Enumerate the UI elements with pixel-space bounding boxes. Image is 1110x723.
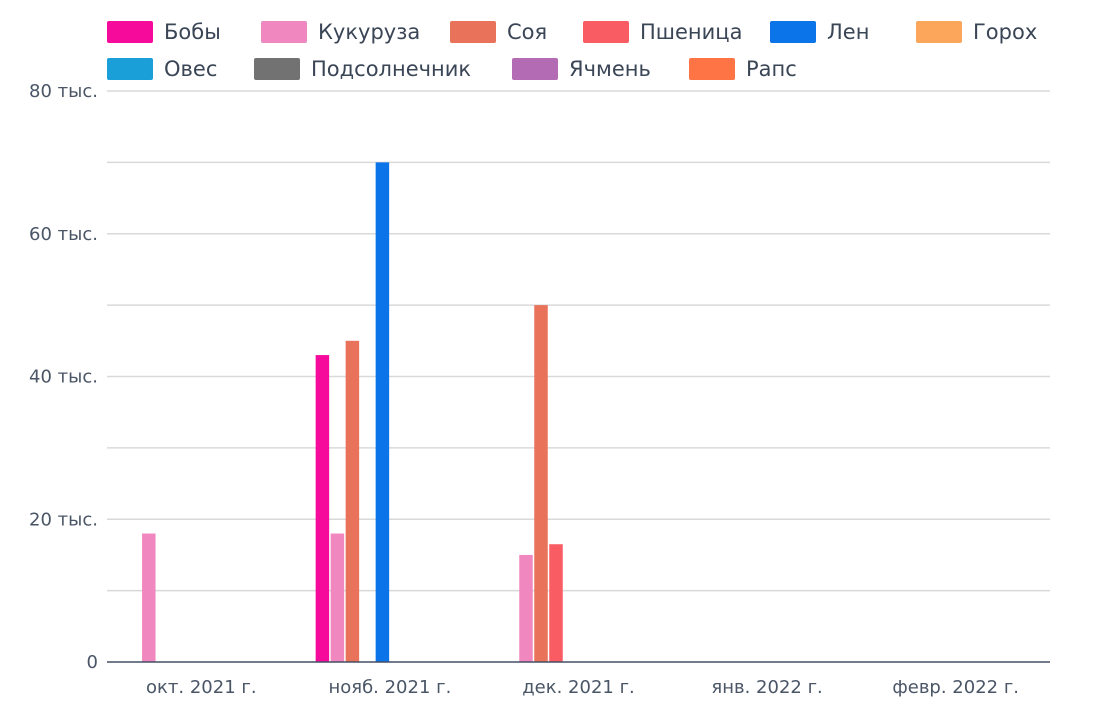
- y-tick-label: 80 тыс.: [29, 81, 98, 102]
- legend-swatch: [107, 58, 153, 80]
- legend-item-лен[interactable]: Лен: [770, 20, 869, 44]
- x-axis: окт. 2021 г. нояб. 2021 г. дек. 2021 г. янв…: [146, 677, 1019, 698]
- legend-swatch: [689, 58, 735, 80]
- legend-label: Рапс: [746, 57, 797, 81]
- legend-label: Ячмень: [569, 57, 651, 81]
- x-tick-label: янв. 2022 г.: [711, 677, 822, 698]
- legend: Бобы Кукуруза Соя Пшеница Лен Горох Овес Подсол…: [107, 20, 1037, 81]
- bar-кукуруза[interactable]: [142, 533, 156, 662]
- legend-swatch: [107, 21, 153, 43]
- y-tick-label: 60 тыс.: [29, 224, 98, 245]
- legend-swatch: [261, 21, 307, 43]
- legend-label: Горох: [973, 20, 1037, 44]
- legend-label: Подсолнечник: [311, 57, 471, 81]
- legend-label: Кукуруза: [318, 20, 420, 44]
- gridlines: [107, 90, 1050, 592]
- legend-swatch: [450, 21, 496, 43]
- legend-item-пшеница[interactable]: Пшеница: [583, 20, 742, 44]
- legend-item-кукуруза[interactable]: Кукуруза: [261, 20, 420, 44]
- legend-item-ячмень[interactable]: Ячмень: [512, 57, 651, 81]
- y-tick-label: 0: [87, 652, 98, 673]
- legend-item-бобы[interactable]: Бобы: [107, 20, 221, 44]
- legend-label: Лен: [827, 20, 869, 44]
- legend-swatch: [254, 58, 300, 80]
- x-tick-label: окт. 2021 г.: [146, 677, 257, 698]
- legend-swatch: [512, 58, 558, 80]
- legend-item-подсолнечник[interactable]: Подсолнечник: [254, 57, 471, 81]
- bar-соя[interactable]: [534, 305, 548, 662]
- legend-swatch: [770, 21, 816, 43]
- legend-label: Бобы: [164, 20, 221, 44]
- legend-label: Овес: [164, 57, 217, 81]
- legend-label: Соя: [507, 20, 547, 44]
- bar-кукуруза[interactable]: [519, 554, 533, 662]
- x-tick-label: нояб. 2021 г.: [328, 677, 451, 698]
- bar-кукуруза[interactable]: [330, 533, 345, 662]
- y-tick-label: 20 тыс.: [29, 509, 98, 530]
- y-tick-label: 40 тыс.: [29, 367, 98, 388]
- legend-swatch: [583, 21, 629, 43]
- legend-swatch: [916, 21, 962, 43]
- legend-item-соя[interactable]: Соя: [450, 20, 547, 44]
- bar-лен[interactable]: [375, 162, 390, 662]
- bar-соя[interactable]: [345, 340, 360, 662]
- legend-item-рапс[interactable]: Рапс: [689, 57, 797, 81]
- legend-item-овес[interactable]: Овес: [107, 57, 217, 81]
- bar-пшеница[interactable]: [549, 544, 563, 662]
- legend-label: Пшеница: [640, 20, 742, 44]
- y-axis: 0 20 тыс. 40 тыс. 60 тыс. 80 тыс.: [29, 81, 98, 673]
- x-tick-label: дек. 2021 г.: [522, 677, 635, 698]
- bars: [142, 162, 563, 662]
- x-tick-label: февр. 2022 г.: [892, 677, 1019, 698]
- legend-item-горох[interactable]: Горох: [916, 20, 1037, 44]
- bar-бобы[interactable]: [315, 355, 330, 662]
